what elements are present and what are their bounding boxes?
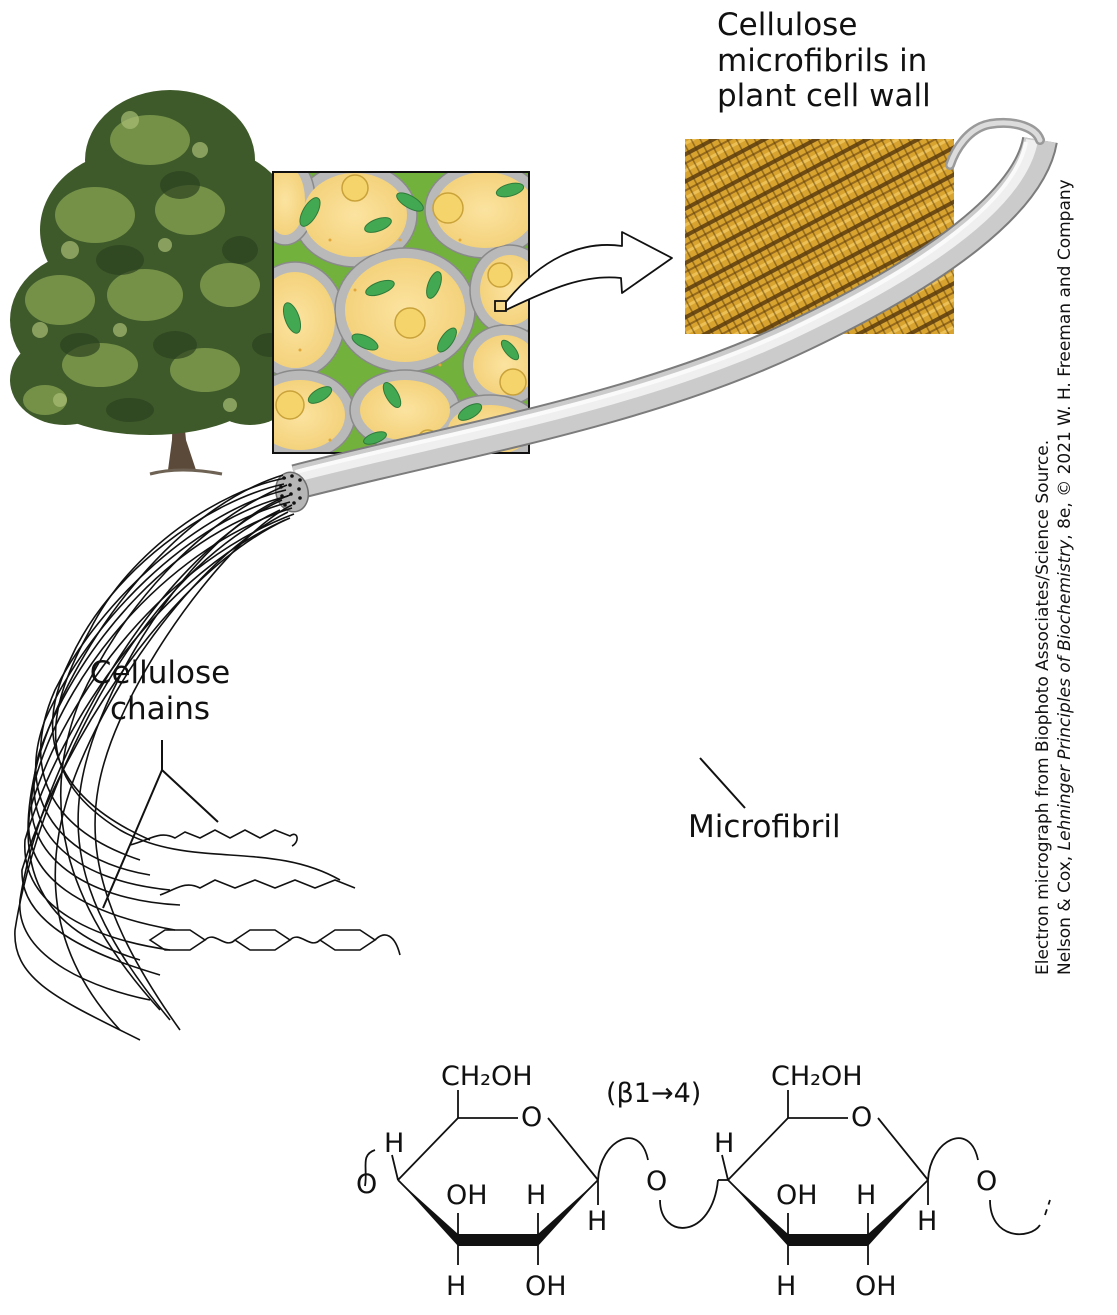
- micrograph-title-line-3: plant cell wall: [717, 78, 931, 115]
- ring1-h-right: H: [587, 1206, 607, 1237]
- ring1-h-left: H: [384, 1128, 404, 1159]
- ring1-oxygen: O: [521, 1102, 542, 1133]
- ring2-oh-mid: OH: [776, 1180, 818, 1211]
- chains-label-line-1: Cellulose: [89, 655, 231, 691]
- glucose-unit-1: [391, 1090, 719, 1265]
- ring1-h-bottom: H: [446, 1271, 466, 1302]
- linkage-label: (β1→4): [606, 1078, 701, 1109]
- cellulose-chemical-structure: O CH₂OH O H OH H H H OH O: [356, 1061, 1051, 1302]
- ring2-h-mid: H: [856, 1180, 876, 1211]
- chains-leader: [102, 740, 219, 909]
- image-credit: Electron micrograph from Biophoto Associ…: [1032, 179, 1092, 975]
- micrograph-title-line-2: microfibrils in: [717, 42, 928, 79]
- glucose-unit-2: [718, 1090, 1051, 1265]
- ring1-glycosidic-oxygen: O: [646, 1166, 667, 1197]
- tree-illustration: [10, 90, 300, 476]
- microfibril-leader: [699, 757, 746, 809]
- ring2-h-right: H: [917, 1206, 937, 1237]
- ring2-glycosidic-oxygen: O: [976, 1166, 997, 1197]
- zoom-arrow: [505, 231, 673, 311]
- ring1-ch2oh: CH₂OH: [441, 1061, 533, 1092]
- credit-book-title: Lehninger Principles of Biochemistry: [1055, 539, 1076, 851]
- chains-label-line-2: chains: [109, 690, 211, 727]
- micrograph-title-line-1: Cellulose: [717, 7, 858, 43]
- cellulose-chain-strands: [14, 474, 341, 1041]
- microfibril-label: Microfibril: [688, 809, 841, 845]
- ring2-oxygen: O: [851, 1102, 872, 1133]
- ring1-oh-bottom: OH: [525, 1271, 567, 1302]
- micrograph-title: Cellulose microfibrils in plant cell wal…: [717, 7, 931, 115]
- ring1-h-mid: H: [526, 1180, 546, 1211]
- ring2-ch2oh: CH₂OH: [771, 1061, 863, 1092]
- credit-line-2: Nelson & Cox, Lehninger Principles of Bi…: [1054, 179, 1076, 975]
- credit-suffix: , 8e, © 2021 W. H. Freeman and Company: [1055, 179, 1076, 540]
- cellulose-chains-label: Cellulose chains: [70, 655, 250, 727]
- ring1-oh-mid: OH: [446, 1180, 488, 1211]
- ring2-oh-bottom: OH: [855, 1271, 897, 1302]
- credit-prefix: Nelson & Cox,: [1055, 850, 1076, 975]
- ring2-h-bottom: H: [776, 1271, 796, 1302]
- start-oxygen: O: [356, 1169, 377, 1200]
- credit-line-1: Electron micrograph from Biophoto Associ…: [1033, 439, 1053, 975]
- cellulose-chain-glyphs: [129, 829, 401, 956]
- ring2-h-left: H: [714, 1128, 734, 1159]
- microfibril-tube: [274, 118, 1058, 513]
- electron-micrograph: [685, 139, 954, 334]
